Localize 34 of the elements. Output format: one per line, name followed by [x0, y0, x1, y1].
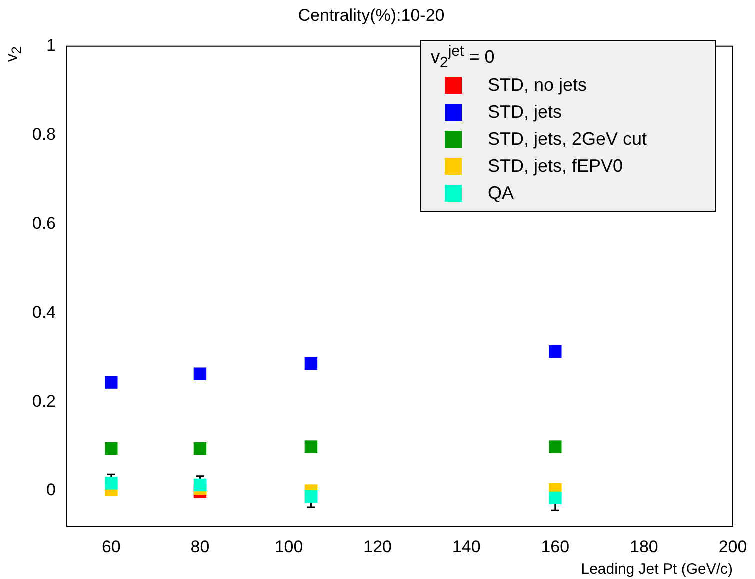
point [194, 368, 207, 380]
x-tick-label: 80 [190, 537, 210, 556]
point [105, 442, 118, 456]
chart-title: Centrality(%):10-20 [298, 6, 445, 25]
point [304, 358, 318, 370]
point [549, 345, 562, 358]
legend-label: STD, jets, 2GeV cut [488, 128, 648, 150]
x-tick-label: 160 [541, 537, 570, 556]
point [194, 442, 207, 456]
y-tick-label: 0 [46, 480, 56, 500]
y-tick-label: 0.2 [32, 392, 56, 411]
x-tick-label: 140 [452, 537, 481, 556]
x-axis-title: Leading Jet Pt (GeV/c) [581, 561, 733, 578]
legend-title: v$_{2}$$^{jet}$ = 0 [430, 43, 496, 72]
point [549, 440, 562, 454]
y-tick-label: 1 [46, 36, 56, 56]
x-tick-label: 120 [364, 537, 392, 556]
point [304, 490, 318, 504]
point [105, 477, 118, 490]
x-tick-label: 200 [718, 537, 748, 556]
x-tick-label: 180 [630, 537, 658, 556]
point [194, 478, 207, 492]
legend-label: STD, jets [488, 102, 562, 123]
legend-label: STD, jets, fEPV0 [488, 156, 624, 177]
point [304, 440, 318, 454]
y-tick-label: 0.8 [32, 125, 56, 144]
x-tick-label: 100 [274, 537, 304, 556]
legend-label: STD, no jets [488, 74, 588, 96]
y-tick-label: 0.6 [32, 214, 56, 233]
legend-label: QA [488, 182, 514, 204]
point [549, 492, 562, 505]
point [105, 376, 118, 389]
x-tick-label: 60 [102, 537, 121, 556]
y-tick-label: 0.4 [32, 302, 56, 322]
